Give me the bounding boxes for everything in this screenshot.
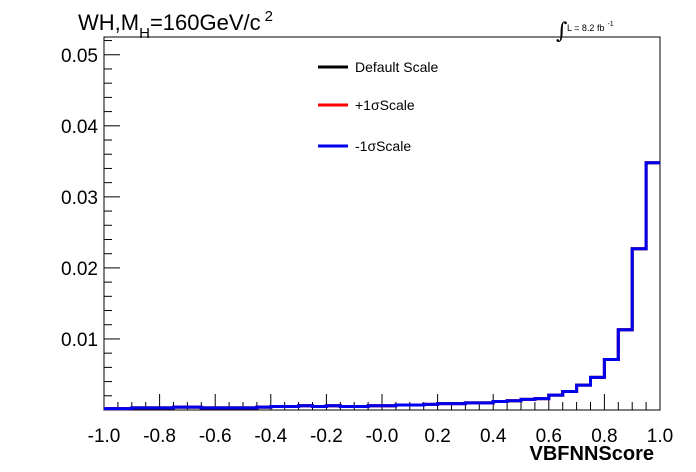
y-tick-label: 0.03 [61,188,98,209]
title-subscript: H [139,25,150,42]
title-rest: =160GeV/c [150,10,261,35]
y-tick-label: 0.01 [61,330,98,351]
x-tick-label: -1.0 [88,426,121,447]
y-tick-label: 0.04 [61,117,98,138]
x-tick-label: -0.4 [254,426,287,447]
lumi-text: L = 8.2 fb [567,23,604,33]
chart-title: WH,MH=160GeV/c 2 [78,8,273,42]
x-tick-label: -0.2 [310,426,343,447]
y-tick-label: 0.05 [61,46,98,67]
series-layer [104,161,660,411]
title-superscript: 2 [265,8,273,25]
x-tick-label: -0.6 [199,426,232,447]
x-axis-title: VBFNNScore [530,443,654,465]
svg-text:L = 8.2 fb-1: L = 8.2 fb -1 [567,21,614,33]
series-line-1 [104,161,660,411]
luminosity-label: ∫ L = 8.2 fb -1 [556,19,614,44]
y-tick-label: 0.02 [61,259,98,280]
x-tick-label: 0.8 [591,426,617,447]
legend-label-1: +1σScale [355,97,415,113]
x-axis: -1.0 -0.8 -0.6 -0.4 -0.2 -0.0 0.2 0.4 0.6 0.8 1.0 [88,394,673,447]
plot-frame [103,36,661,411]
x-tick-label: 1.0 [647,426,673,447]
x-tick-label: 0.6 [536,426,562,447]
x-tick-label: 0.2 [424,426,450,447]
series-line-0 [104,161,660,411]
x-tick-label: -0.0 [366,426,399,447]
y-axis: 0.01 0.02 0.03 0.04 0.05 [61,40,120,411]
legend-label-0: Default Scale [355,59,438,75]
lumi-superscript: -1 [607,21,613,28]
series-line-2 [104,161,660,411]
title-main: WH,M [78,10,139,35]
legend-label-2: -1σScale [355,138,411,154]
x-tick-label: -0.8 [143,426,176,447]
x-tick-label: 0.4 [480,426,507,447]
integral-sign: ∫ [556,19,568,44]
legend: Default Scale +1σScale -1σScale [318,59,438,154]
